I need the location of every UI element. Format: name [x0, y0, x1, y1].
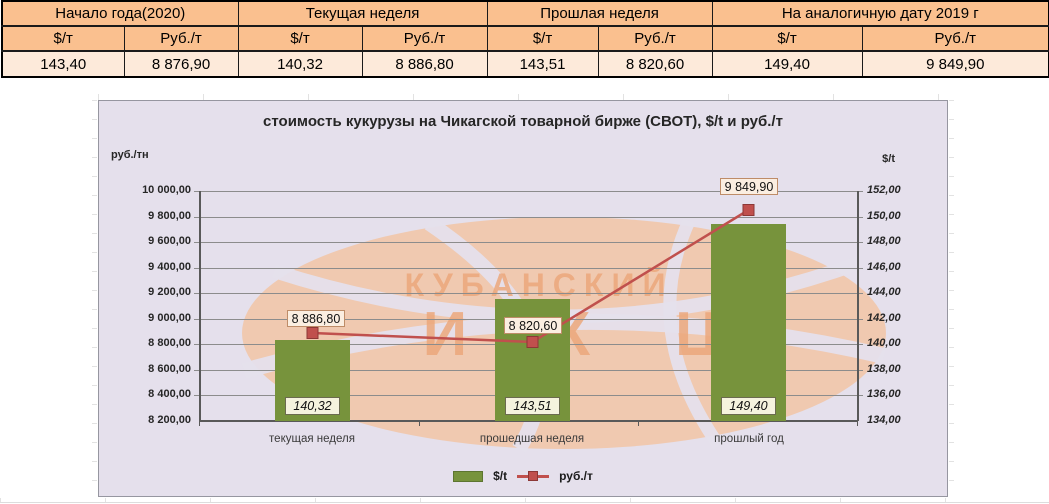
left-axis-line	[199, 191, 201, 421]
legend-bar-label: $/t	[493, 469, 508, 483]
line-data-label: 8 820,60	[504, 317, 562, 334]
left-axis-title: руб./тн	[111, 149, 149, 161]
table-group-header-row: Начало года(2020) Текущая неделя Прошлая…	[1, 0, 1049, 27]
line-data-label: 9 849,90	[720, 178, 778, 195]
value-cell: 8 820,60	[597, 50, 713, 78]
group-header-same-date-2019: На аналогичную дату 2019 г	[711, 0, 1049, 27]
right-axis-tick: 138,00	[867, 363, 901, 375]
value-cell: 149,40	[711, 50, 863, 78]
legend-line-label: руб./т	[559, 469, 593, 483]
table-unit-header-row: $/т Руб./т $/т Руб./т $/т Руб./т $/т Руб…	[1, 25, 1049, 52]
value-cell: 143,51	[486, 50, 599, 78]
right-axis-tick: 136,00	[867, 388, 901, 400]
value-cell: 140,32	[237, 50, 363, 78]
right-axis-tick: 144,00	[867, 286, 901, 298]
value-cell: 9 849,90	[861, 50, 1049, 78]
left-axis-tick: 8 200,00	[148, 414, 191, 426]
right-axis-tick: 134,00	[867, 414, 901, 426]
right-axis-tick: 142,00	[867, 312, 901, 324]
chart-legend: $/t руб./т	[99, 469, 947, 483]
left-axis-tick: 10 000,00	[142, 184, 191, 196]
line-marker-current-week	[306, 327, 319, 339]
value-cell: 8 876,90	[123, 50, 239, 78]
line-marker-last-year	[742, 204, 755, 216]
excel-gridline-notches-right	[949, 100, 954, 497]
group-header-year-start: Начало года(2020)	[1, 0, 239, 27]
excel-gridline-notches-top	[98, 94, 948, 100]
right-axis-title: $/t	[882, 153, 895, 165]
left-axis-tick: 9 000,00	[148, 312, 191, 324]
legend-line-marker	[528, 471, 539, 481]
unit-rub: Руб./т	[123, 25, 239, 52]
group-header-current-week: Текущая неделя	[237, 0, 488, 27]
price-table: Начало года(2020) Текущая неделя Прошлая…	[1, 0, 1049, 78]
line-data-label: 8 886,80	[287, 310, 345, 327]
value-cell: 143,40	[1, 50, 125, 78]
corn-price-chart: стоимость кукурузы на Чикагской товарной…	[98, 100, 948, 497]
left-axis-tick: 8 800,00	[148, 337, 191, 349]
gridline	[194, 191, 863, 192]
bar-data-label: 143,51	[505, 397, 560, 415]
unit-usd: $/т	[1, 25, 125, 52]
unit-usd: $/т	[237, 25, 363, 52]
table-values-row: 143,40 8 876,90 140,32 8 886,80 143,51 8…	[1, 50, 1049, 78]
right-axis-tick: 152,00	[867, 184, 901, 196]
unit-rub: Руб./т	[597, 25, 713, 52]
line-marker-last-week	[526, 336, 539, 348]
group-header-last-week: Прошлая неделя	[486, 0, 713, 27]
bar-data-label: 140,32	[285, 397, 340, 415]
right-axis-tick: 140,00	[867, 337, 901, 349]
category-label-last-year: прошлый год	[714, 433, 784, 445]
unit-usd: $/т	[486, 25, 599, 52]
left-axis-tick: 9 400,00	[148, 261, 191, 273]
excel-gridline-notches-left	[92, 100, 97, 497]
rub-line-series	[306, 204, 755, 348]
right-axis-tick: 150,00	[867, 210, 901, 222]
unit-rub: Руб./т	[861, 25, 1049, 52]
category-label-current-week: текущая неделя	[269, 433, 355, 445]
plot-area: 8 886,80 8 820,60 9 849,90 140,32 143,51…	[194, 178, 863, 426]
excel-gridline-notches-bottom	[0, 498, 1049, 503]
unit-rub: Руб./т	[361, 25, 488, 52]
right-axis-tick: 148,00	[867, 235, 901, 247]
left-axis-tick: 9 600,00	[148, 235, 191, 247]
legend-bar-swatch	[453, 470, 484, 482]
unit-usd: $/т	[711, 25, 863, 52]
x-axis-tick	[199, 420, 200, 426]
left-axis-tick: 8 400,00	[148, 388, 191, 400]
chart-title: стоимость кукурузы на Чикагской товарной…	[263, 113, 783, 130]
left-axis-tick: 8 600,00	[148, 363, 191, 375]
bar-data-label: 149,40	[721, 397, 776, 415]
left-axis-tick: 9 800,00	[148, 210, 191, 222]
right-axis-tick: 146,00	[867, 261, 901, 273]
value-cell: 8 886,80	[361, 50, 488, 78]
left-axis-tick: 9 200,00	[148, 286, 191, 298]
category-label-last-week: прошедшая неделя	[479, 433, 585, 445]
legend-line-swatch	[517, 470, 550, 482]
